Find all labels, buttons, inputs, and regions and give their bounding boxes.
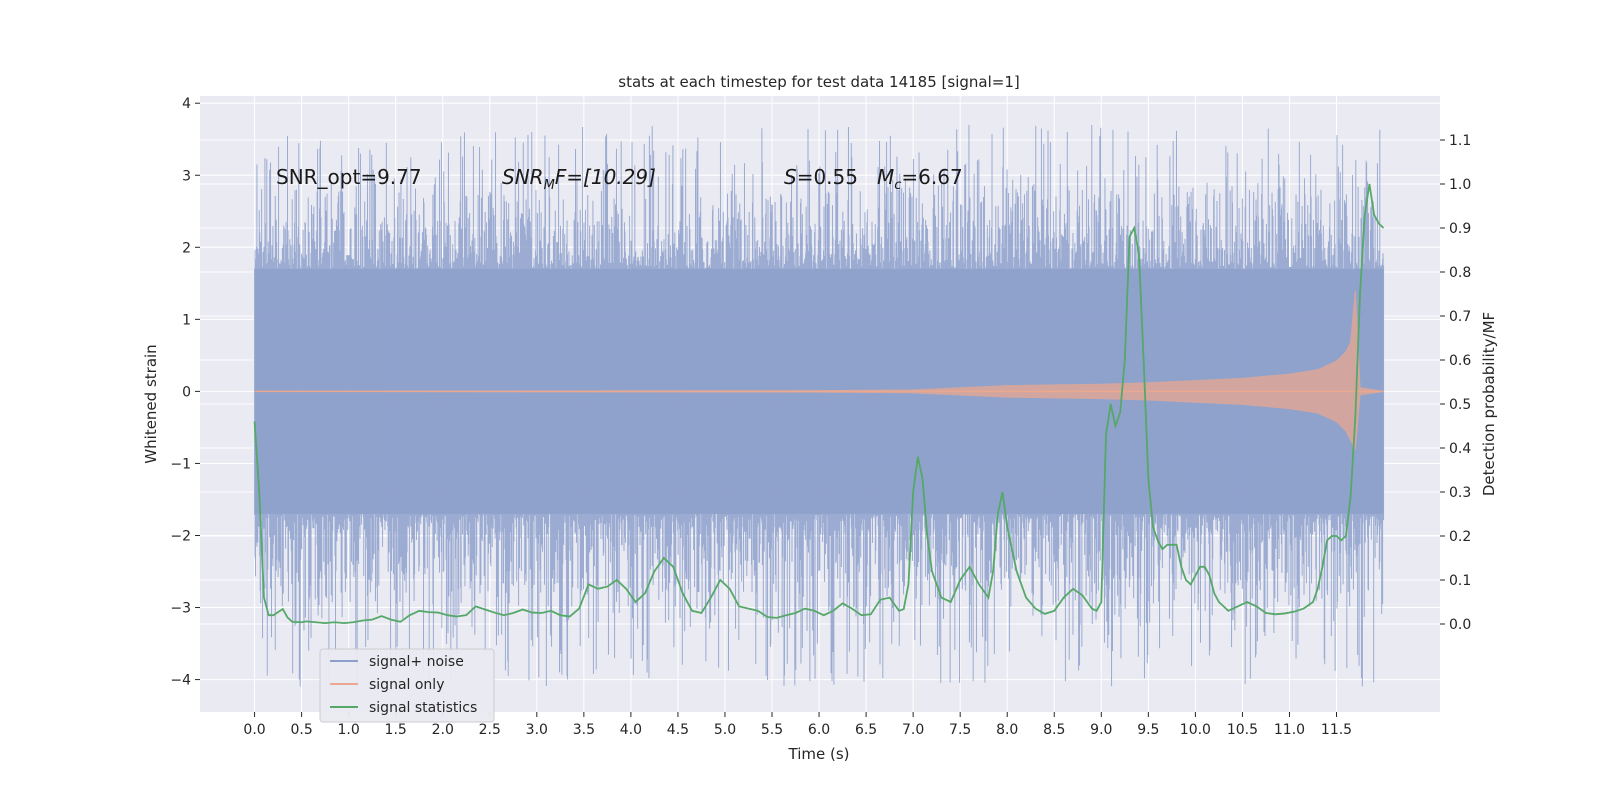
annotation-mc: Mc=6.67 [877, 165, 963, 193]
y-right-tick-label-1: 0.1 [1449, 573, 1471, 589]
y-right-tick-label-7: 0.7 [1449, 309, 1471, 325]
x-tick-label-11: 5.5 [761, 722, 783, 738]
x-tick-label-19: 9.5 [1137, 722, 1159, 738]
x-axis: 0.0 0.5 1.0 1.5 2.0 2.5 3.0 3.5 4.0 4.5 5.0 5.5 6.0 6… [243, 712, 1352, 738]
y-left-tick-label-4: 0 [182, 384, 191, 400]
y-left-tick-label-8: 4 [182, 96, 191, 112]
y-axis-left-label: Whitened strain [142, 344, 160, 463]
x-tick-label-10: 5.0 [714, 722, 736, 738]
y-right-tick-label-9: 0.9 [1449, 221, 1471, 237]
series-signal-statistics [253, 183, 1385, 625]
y-left-tick-label-5: 1 [182, 312, 191, 328]
legend: signal+ noise signal only signal statist… [319, 648, 495, 723]
legend-label-signal-only: signal only [369, 677, 444, 693]
x-tick-label-18: 9.0 [1090, 722, 1112, 738]
y-axis-right-label: Detection probability/MF [1480, 312, 1498, 496]
annotation-snr-mf-rest: F=[10.29] [555, 165, 656, 189]
x-tick-label-21: 10.5 [1227, 722, 1258, 738]
x-tick-label-2: 1.0 [338, 722, 360, 738]
x-tick-label-17: 8.5 [1043, 722, 1065, 738]
signal-statistics-line [253, 183, 1385, 625]
annotation-mc-subscript: c [894, 178, 901, 193]
legend-label-signal-noise: signal+ noise [369, 654, 464, 670]
x-tick-label-9: 4.5 [667, 722, 689, 738]
series-signal-only [254, 290, 1384, 451]
x-tick-label-12: 6.0 [808, 722, 830, 738]
annotation-snr-mf-subscript: M [544, 178, 555, 193]
legend-label-signal-statistics: signal statistics [369, 700, 477, 716]
y-right-tick-label-6: 0.6 [1449, 353, 1471, 369]
y-right-tick-label-5: 0.5 [1449, 397, 1471, 413]
y-right-tick-label-11: 1.1 [1449, 133, 1471, 149]
y-left-tick-label-2: −2 [170, 528, 191, 544]
x-tick-label-6: 3.0 [526, 722, 548, 738]
x-tick-label-23: 11.5 [1321, 722, 1352, 738]
annotation-snr-mf-symbol: SNR [502, 165, 544, 189]
x-tick-label-3: 1.5 [385, 722, 407, 738]
y-left-tick-label-0: −4 [170, 673, 191, 689]
legend-box [319, 648, 495, 723]
y-right-tick-label-10: 1.0 [1449, 177, 1471, 193]
annotation-s: S=0.55 [784, 165, 858, 189]
x-tick-label-1: 0.5 [290, 722, 312, 738]
y-left-tick-label-6: 2 [182, 240, 191, 256]
x-tick-label-8: 4.0 [620, 722, 642, 738]
x-tick-label-14: 7.0 [902, 722, 924, 738]
y-left-tick-label-1: −3 [170, 601, 191, 617]
y-left-tick-label-7: 3 [182, 168, 191, 184]
x-tick-label-0: 0.0 [243, 722, 265, 738]
x-tick-label-22: 11.0 [1274, 722, 1305, 738]
y-axis-left: −4 −3 −2 −1 0 1 2 3 4 [170, 96, 200, 689]
y-right-tick-label-4: 0.4 [1449, 441, 1471, 457]
x-tick-label-16: 8.0 [996, 722, 1018, 738]
annotation-s-value: =0.55 [797, 165, 858, 189]
x-tick-label-15: 7.5 [949, 722, 971, 738]
y-right-tick-label-8: 0.8 [1449, 265, 1471, 281]
x-tick-label-20: 10.0 [1180, 722, 1211, 738]
y-left-tick-label-3: −1 [170, 456, 191, 472]
annotation-mc-symbol: M [877, 165, 894, 189]
annotation-snr-opt: SNR_opt=9.77 [276, 165, 422, 189]
annotation-s-symbol: S [784, 165, 797, 189]
x-tick-label-13: 6.5 [855, 722, 877, 738]
y-axis-right: 0.0 0.1 0.2 0.3 0.4 0.5 0.6 0.7 0.8 0.9 1.0 1.1 [1440, 133, 1471, 633]
x-axis-label: Time (s) [788, 745, 850, 763]
annotations: SNR_opt=9.77 SNRMF=[10.29] S=0.55 Mc=6.6… [276, 165, 963, 193]
x-tick-label-5: 2.5 [479, 722, 501, 738]
y-right-tick-label-0: 0.0 [1449, 617, 1471, 633]
annotation-mc-value: =6.67 [901, 165, 962, 189]
annotation-snr-mf: SNRMF=[10.29] [502, 165, 656, 193]
x-tick-label-4: 2.0 [432, 722, 454, 738]
y-right-tick-label-3: 0.3 [1449, 485, 1471, 501]
chart-title: stats at each timestep for test data 141… [618, 73, 1019, 91]
x-tick-label-7: 3.5 [573, 722, 595, 738]
y-right-tick-label-2: 0.2 [1449, 529, 1471, 545]
